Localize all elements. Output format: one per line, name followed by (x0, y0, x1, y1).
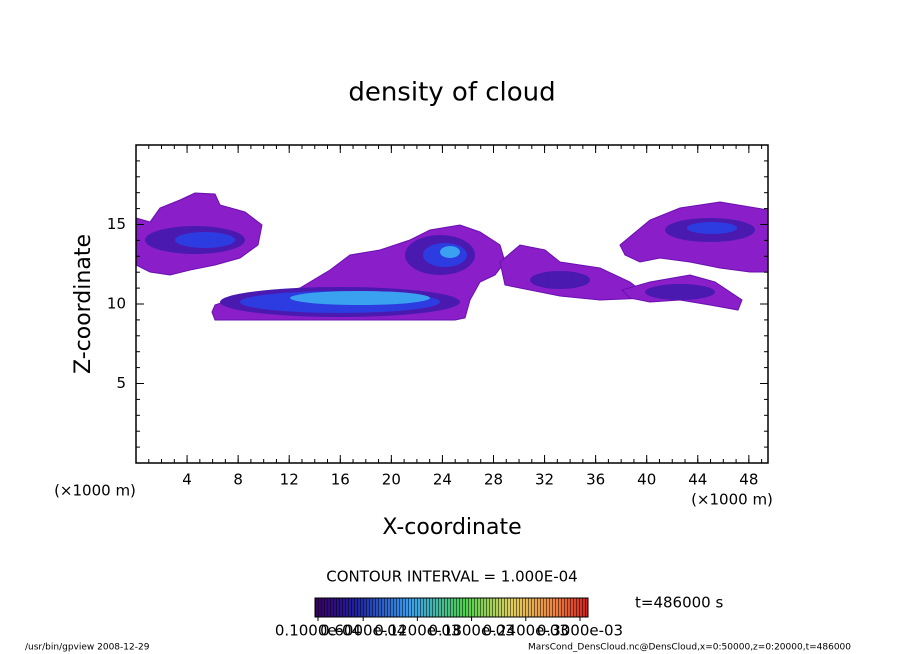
x-tick-label: 32 (535, 471, 554, 489)
x-tick-label: 8 (233, 471, 243, 489)
footer-left: /usr/bin/gpview 2008-12-29 (25, 643, 150, 653)
colorbar-ticks: 0.1000e-040.6000e-040.1200e-030.1800e-03… (275, 617, 623, 640)
y-tick-label: 15 (107, 215, 126, 233)
cloud-core (290, 246, 460, 305)
x-unit: (×1000 m) (691, 491, 773, 509)
chart-title: density of cloud (348, 78, 555, 108)
colorbar-levels (315, 598, 588, 617)
colorbar-tick-label: 0.3000e-03 (537, 622, 623, 640)
x-tick-label: 48 (739, 471, 758, 489)
contour-interval: CONTOUR INTERVAL = 1.000E-04 (326, 568, 577, 586)
x-axis-title: X-coordinate (382, 515, 521, 540)
x-tick-label: 40 (637, 471, 656, 489)
x-tick-label: 16 (331, 471, 350, 489)
y-tick-label: 5 (116, 374, 126, 392)
x-tick-label: 28 (484, 471, 503, 489)
footer-right: MarsCond_DensCloud.nc@DensCloud,x=0:5000… (528, 643, 851, 653)
colorbar-tick-label: 0.1000e-04 (275, 622, 361, 640)
colorbar-tick-label: 0.1200e-03 (374, 622, 460, 640)
colorbar-tick-label: 0.1800e-03 (428, 622, 514, 640)
y-tick-label: 10 (107, 295, 126, 313)
x-tick-label: 20 (382, 471, 401, 489)
y-axis-title: Z-coordinate (71, 234, 96, 374)
time-label: t=486000 s (635, 594, 723, 612)
y-unit: (×1000 m) (54, 482, 136, 500)
x-tick-label: 44 (688, 471, 707, 489)
x-tick-label: 24 (433, 471, 452, 489)
colorbar-tick-label: 0.6000e-04 (320, 622, 406, 640)
x-tick-label: 12 (280, 471, 299, 489)
colorbar-tick-label: 0.2400e-03 (483, 622, 569, 640)
x-tick-label: 4 (182, 471, 192, 489)
contour-field (136, 192, 768, 321)
x-tick-label: 36 (586, 471, 605, 489)
